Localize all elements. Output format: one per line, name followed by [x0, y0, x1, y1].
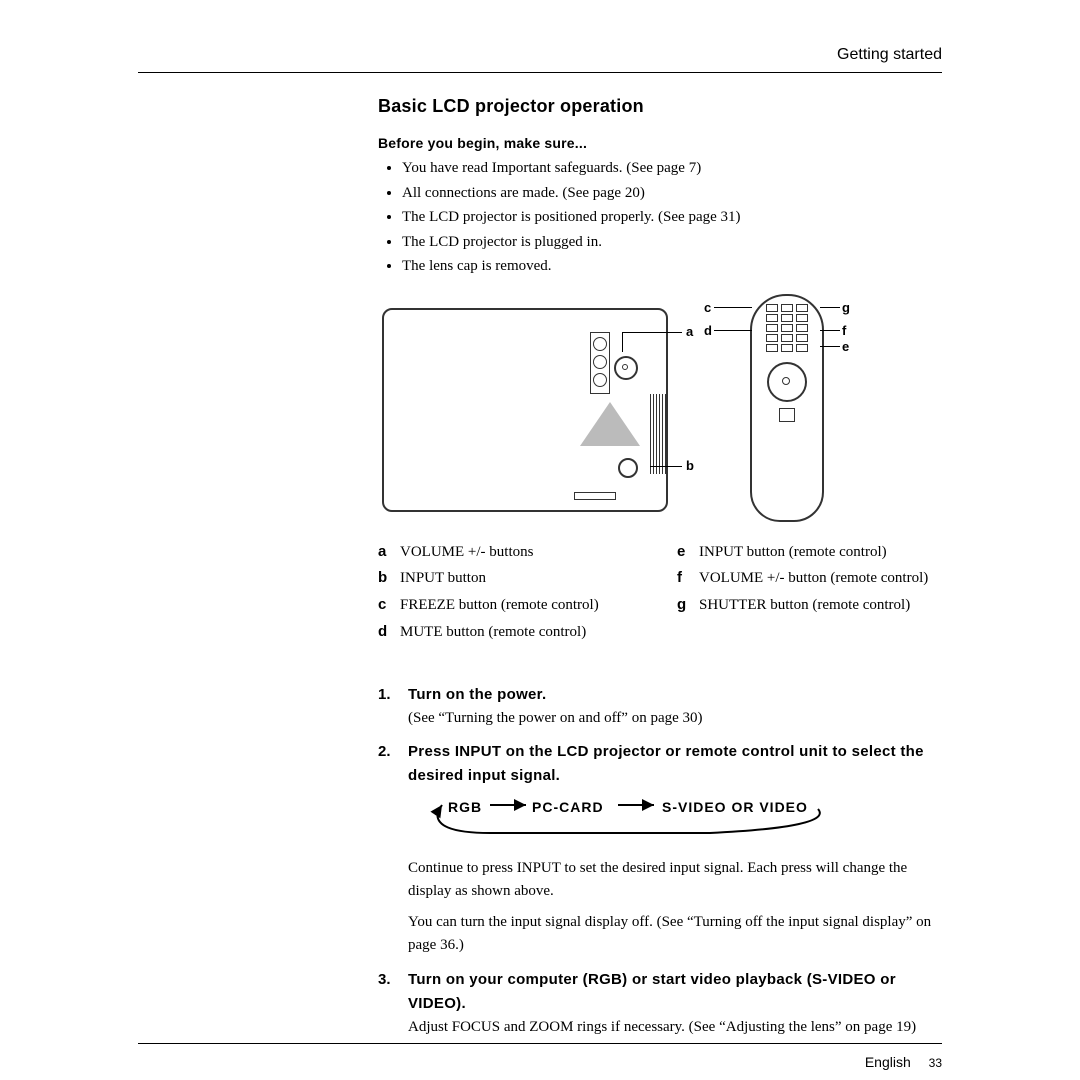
legend-text: MUTE button (remote control) — [400, 620, 586, 645]
steps: 1. Turn on the power. (See “Turning the … — [378, 683, 940, 1040]
prereq-item: All connections are made. (See page 20) — [402, 182, 940, 205]
step-body: Adjust FOCUS and ZOOM rings if necessary… — [408, 1019, 916, 1035]
step-body: (See “Turning the power on and off” on p… — [408, 710, 703, 726]
page-content: Basic LCD projector operation Before you… — [378, 96, 940, 1049]
figure: a b c d g f e — [378, 294, 940, 528]
callout-e: e — [842, 339, 849, 354]
footer-page: 33 — [929, 1056, 942, 1070]
cycle-rgb: RGB — [448, 797, 482, 819]
footer: English 33 — [865, 1054, 942, 1070]
prereq-list: You have read Important safeguards. (See… — [378, 157, 940, 278]
prereq-item: You have read Important safeguards. (See… — [402, 157, 940, 180]
legend: aVOLUME +/- buttons bINPUT button cFREEZ… — [378, 540, 940, 647]
legend-text: SHUTTER button (remote control) — [699, 593, 910, 618]
cycle-svideo: S-VIDEO OR VIDEO — [662, 797, 808, 819]
callout-g: g — [842, 300, 850, 315]
header-section: Getting started — [837, 46, 942, 64]
step-lead: Press INPUT on the LCD projector or remo… — [408, 743, 924, 784]
header-rule — [138, 72, 942, 73]
legend-text: INPUT button (remote control) — [699, 540, 887, 565]
legend-text: INPUT button — [400, 566, 486, 591]
callout-b: b — [686, 458, 694, 473]
input-cycle-diagram: RGB PC-CARD S-VIDEO OR VIDEO — [430, 797, 940, 845]
step-lead: Turn on your computer (RGB) or start vid… — [408, 971, 896, 1012]
subtitle: Before you begin, make sure... — [378, 135, 940, 151]
prereq-item: The LCD projector is plugged in. — [402, 231, 940, 254]
step-number: 1. — [378, 683, 398, 731]
step-number: 2. — [378, 740, 398, 958]
callout-d: d — [704, 323, 712, 338]
callout-c: c — [704, 300, 711, 315]
footer-lang: English — [865, 1054, 911, 1070]
page-title: Basic LCD projector operation — [378, 96, 940, 117]
footer-rule — [138, 1043, 942, 1044]
legend-text: VOLUME +/- buttons — [400, 540, 533, 565]
cycle-pccard: PC-CARD — [532, 797, 604, 819]
step-lead: Turn on the power. — [408, 686, 546, 703]
projector-icon — [382, 308, 668, 512]
callout-f: f — [842, 323, 846, 338]
prereq-item: The LCD projector is positioned properly… — [402, 206, 940, 229]
remote-icon — [750, 294, 824, 522]
step-number: 3. — [378, 968, 398, 1040]
step-body: Continue to press INPUT to set the desir… — [408, 857, 940, 904]
legend-text: VOLUME +/- button (remote control) — [699, 566, 928, 591]
callout-a: a — [686, 324, 693, 339]
step-body: You can turn the input signal display of… — [408, 911, 940, 958]
legend-text: FREEZE button (remote control) — [400, 593, 599, 618]
prereq-item: The lens cap is removed. — [402, 255, 940, 278]
